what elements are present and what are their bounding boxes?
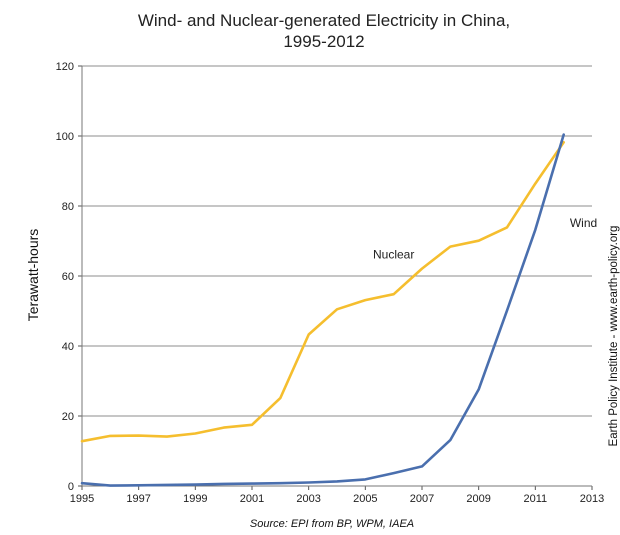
chart-title-line1: Wind- and Nuclear-generated Electricity …	[138, 11, 510, 30]
y-tick-label: 20	[62, 411, 74, 423]
y-tick-label: 100	[56, 131, 74, 143]
x-tick-label: 1997	[126, 493, 150, 505]
series-label-wind: Wind	[570, 216, 597, 230]
x-tick-label: 2009	[466, 493, 490, 505]
y-tick-label: 0	[68, 481, 74, 493]
series-lines	[80, 133, 566, 487]
x-tick-label: 2011	[524, 493, 548, 505]
y-tick-label: 80	[62, 201, 74, 213]
series-label-nuclear: Nuclear	[373, 248, 414, 262]
gridlines	[82, 65, 592, 417]
tick-labels: 0 20 40 60 80 100 120 1995 1997 1999 2001 2003 2005 2…	[56, 61, 605, 505]
source-note: Source: EPI from BP, WPM, IAEA	[250, 518, 414, 530]
x-tick-label: 2005	[353, 493, 377, 505]
x-tick-label: 1999	[183, 493, 207, 505]
credit-text: Earth Policy Institute - www.earth-polic…	[608, 226, 620, 447]
axes	[78, 65, 593, 490]
x-tick-label: 1995	[70, 493, 94, 505]
x-tick-label: 2003	[296, 493, 320, 505]
chart-title-line2: 1995-2012	[283, 32, 364, 51]
x-tick-label: 2001	[240, 493, 264, 505]
series-line-nuclear	[80, 141, 566, 443]
x-tick-label: 2013	[580, 493, 604, 505]
series-labels: Nuclear Wind	[373, 216, 597, 262]
y-tick-label: 40	[62, 341, 74, 353]
series-line-wind	[80, 133, 566, 487]
y-tick-label: 60	[62, 271, 74, 283]
x-tick-label: 2007	[410, 493, 434, 505]
y-axis-title: Terawatt-hours	[25, 229, 41, 322]
y-tick-label: 120	[56, 61, 74, 73]
